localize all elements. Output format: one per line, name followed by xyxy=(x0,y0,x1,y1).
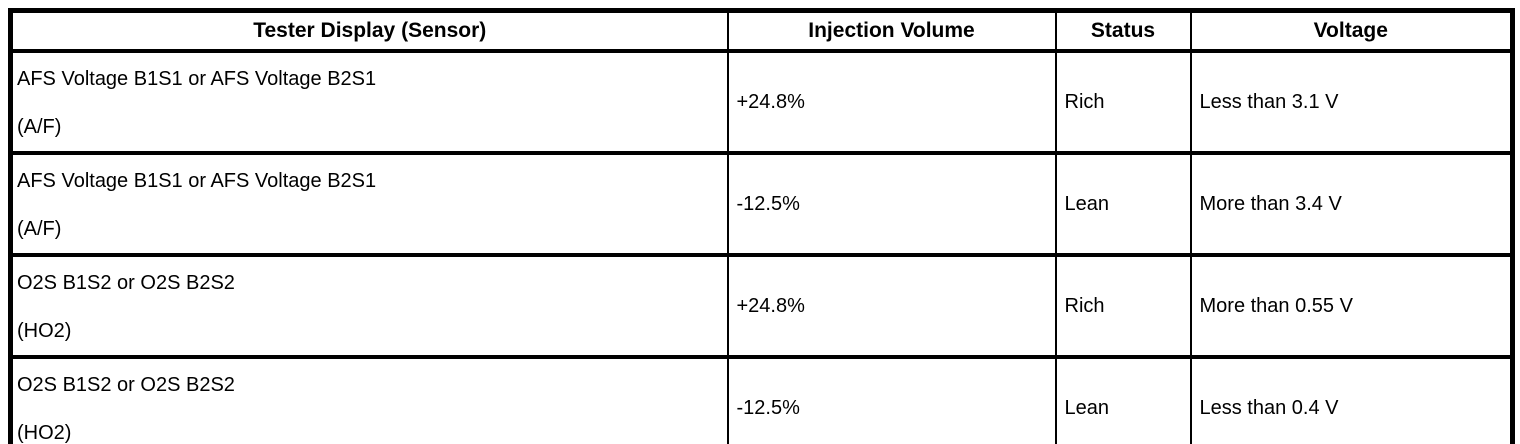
sensor-cell-content: AFS Voltage B1S1 or AFS Voltage B2S1 (A/… xyxy=(13,55,726,149)
status-cell: Lean xyxy=(1054,151,1192,257)
header-row: Tester Display (Sensor) Injection Volume… xyxy=(9,10,1514,53)
header-status: Status xyxy=(1054,10,1192,53)
header-tester-display: Tester Display (Sensor) xyxy=(9,10,729,53)
status-cell: Lean xyxy=(1054,355,1192,444)
injection-volume-cell: +24.8% xyxy=(726,253,1057,359)
injection-volume-cell: -12.5% xyxy=(726,355,1057,444)
sensor-cell: AFS Voltage B1S1 or AFS Voltage B2S1 (A/… xyxy=(9,151,729,257)
voltage-cell: Less than 0.4 V xyxy=(1189,355,1514,444)
sensor-cell-content: AFS Voltage B1S1 or AFS Voltage B2S1 (A/… xyxy=(13,157,726,251)
voltage-cell: Less than 3.1 V xyxy=(1189,49,1514,155)
table-row: O2S B1S2 or O2S B2S2 (HO2) -12.5% Lean L… xyxy=(9,355,1514,444)
sensor-type: (A/F) xyxy=(17,218,62,240)
table-row: AFS Voltage B1S1 or AFS Voltage B2S1 (A/… xyxy=(9,151,1514,257)
sensor-cell: O2S B1S2 or O2S B2S2 (HO2) xyxy=(9,355,729,444)
table-row: O2S B1S2 or O2S B2S2 (HO2) +24.8% Rich M… xyxy=(9,253,1514,359)
sensor-test-table: Tester Display (Sensor) Injection Volume… xyxy=(8,8,1515,444)
injection-volume-cell: +24.8% xyxy=(726,49,1057,155)
sensor-cell: O2S B1S2 or O2S B2S2 (HO2) xyxy=(9,253,729,359)
sensor-type: (HO2) xyxy=(17,320,72,342)
header-injection-volume: Injection Volume xyxy=(726,10,1057,53)
injection-volume-cell: -12.5% xyxy=(726,151,1057,257)
voltage-cell: More than 3.4 V xyxy=(1189,151,1514,257)
header-voltage: Voltage xyxy=(1189,10,1514,53)
sensor-cell-content: O2S B1S2 or O2S B2S2 (HO2) xyxy=(13,259,726,353)
status-cell: Rich xyxy=(1054,253,1192,359)
sensor-name: O2S B1S2 or O2S B2S2 xyxy=(17,272,235,294)
sensor-type: (A/F) xyxy=(17,116,62,138)
status-cell: Rich xyxy=(1054,49,1192,155)
table-row: AFS Voltage B1S1 or AFS Voltage B2S1 (A/… xyxy=(9,49,1514,155)
sensor-name: O2S B1S2 or O2S B2S2 xyxy=(17,374,235,396)
sensor-name: AFS Voltage B1S1 or AFS Voltage B2S1 xyxy=(17,68,377,90)
sensor-cell-content: O2S B1S2 or O2S B2S2 (HO2) xyxy=(13,361,726,444)
voltage-cell: More than 0.55 V xyxy=(1189,253,1514,359)
sensor-name: AFS Voltage B1S1 or AFS Voltage B2S1 xyxy=(17,170,377,192)
sensor-type: (HO2) xyxy=(17,422,72,444)
sensor-cell: AFS Voltage B1S1 or AFS Voltage B2S1 (A/… xyxy=(9,49,729,155)
